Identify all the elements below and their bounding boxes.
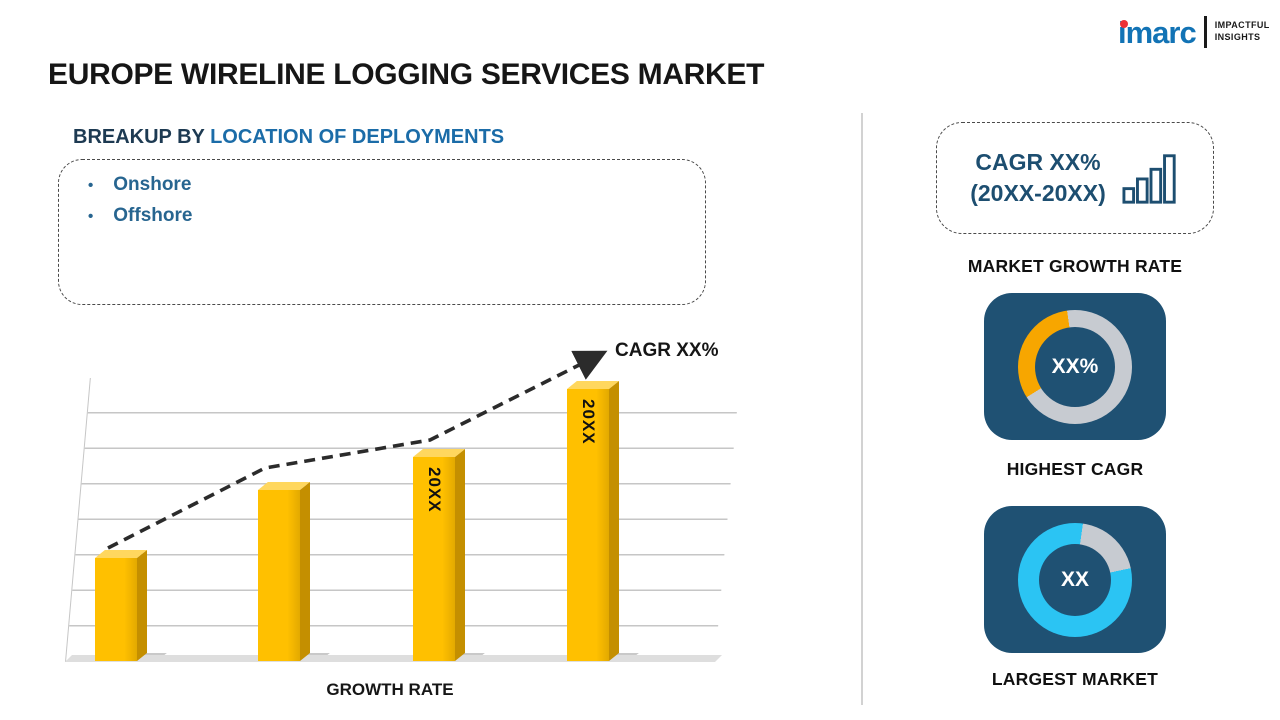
caption-market-growth-rate: MARKET GROWTH RATE (967, 256, 1183, 276)
brand-dot-icon (1120, 19, 1128, 28)
bar-label: 20XX (579, 399, 598, 445)
growth-bars-icon (1122, 151, 1180, 205)
logo-separator (1203, 16, 1207, 48)
tagline-line: IMPACTFUL (1214, 20, 1270, 31)
brand-wordmark: imarc (1118, 14, 1197, 50)
largest-market-donut: XX (1018, 522, 1132, 637)
brand-text: imarc (1118, 14, 1197, 50)
breakup-heading: BREAKUP BY LOCATION OF DEPLOYMENTS (73, 126, 504, 149)
cagr-box-line2: (20XX-20XX) (970, 180, 1106, 206)
breakup-heading-prefix: BREAKUP BY (73, 126, 205, 148)
cagr-trend-arrow (107, 350, 608, 550)
bullet-icon: • (88, 208, 94, 225)
page-title: EUROPE WIRELINE LOGGING SERVICES MARKET (48, 58, 765, 91)
logo-tagline: IMPACTFUL INSIGHTS (1215, 20, 1270, 43)
cagr-box-text: CAGR XX% (20XX-20XX) (970, 147, 1106, 209)
bullet-icon: • (88, 177, 94, 194)
donut-hole: XX% (1035, 326, 1115, 407)
market-growth-rate-box: CAGR XX% (20XX-20XX) (936, 122, 1214, 234)
largest-market-card: XX (984, 506, 1166, 653)
list-item: • Offshore (88, 205, 192, 227)
bar-plot: 20XX 20XX (65, 378, 740, 662)
bar-label: 20XX (425, 467, 444, 513)
imarc-logo: imarc IMPACTFUL INSIGHTS (1118, 16, 1270, 48)
tagline-line: INSIGHTS (1214, 32, 1261, 42)
bar: 20XX (567, 381, 639, 661)
bar (258, 482, 330, 661)
list-item-label: Offshore (113, 205, 193, 226)
list-item-label: Onshore (113, 174, 192, 195)
deployments-panel (58, 159, 706, 305)
largest-market-value: XX (1060, 567, 1089, 591)
caption-highest-cagr: HIGHEST CAGR (1006, 459, 1144, 479)
bar: 20XX (413, 449, 485, 661)
caption-largest-market: LARGEST MARKET (991, 669, 1159, 689)
highest-cagr-donut: XX% (1018, 309, 1132, 424)
highest-cagr-card: XX% (984, 293, 1166, 440)
list-item: • Onshore (88, 174, 192, 196)
breakup-heading-highlight: LOCATION OF DEPLOYMENTS (210, 126, 505, 148)
bar (95, 550, 167, 661)
donut-hole: XX (1039, 543, 1111, 616)
cagr-box-line1: CAGR XX% (975, 148, 1101, 175)
deployment-list: • Onshore • Offshore (88, 174, 192, 236)
x-axis-label: GROWTH RATE (326, 680, 454, 699)
cagr-annotation: CAGR XX% (615, 340, 719, 361)
highest-cagr-value: XX% (1051, 354, 1099, 378)
section-divider (861, 113, 863, 705)
